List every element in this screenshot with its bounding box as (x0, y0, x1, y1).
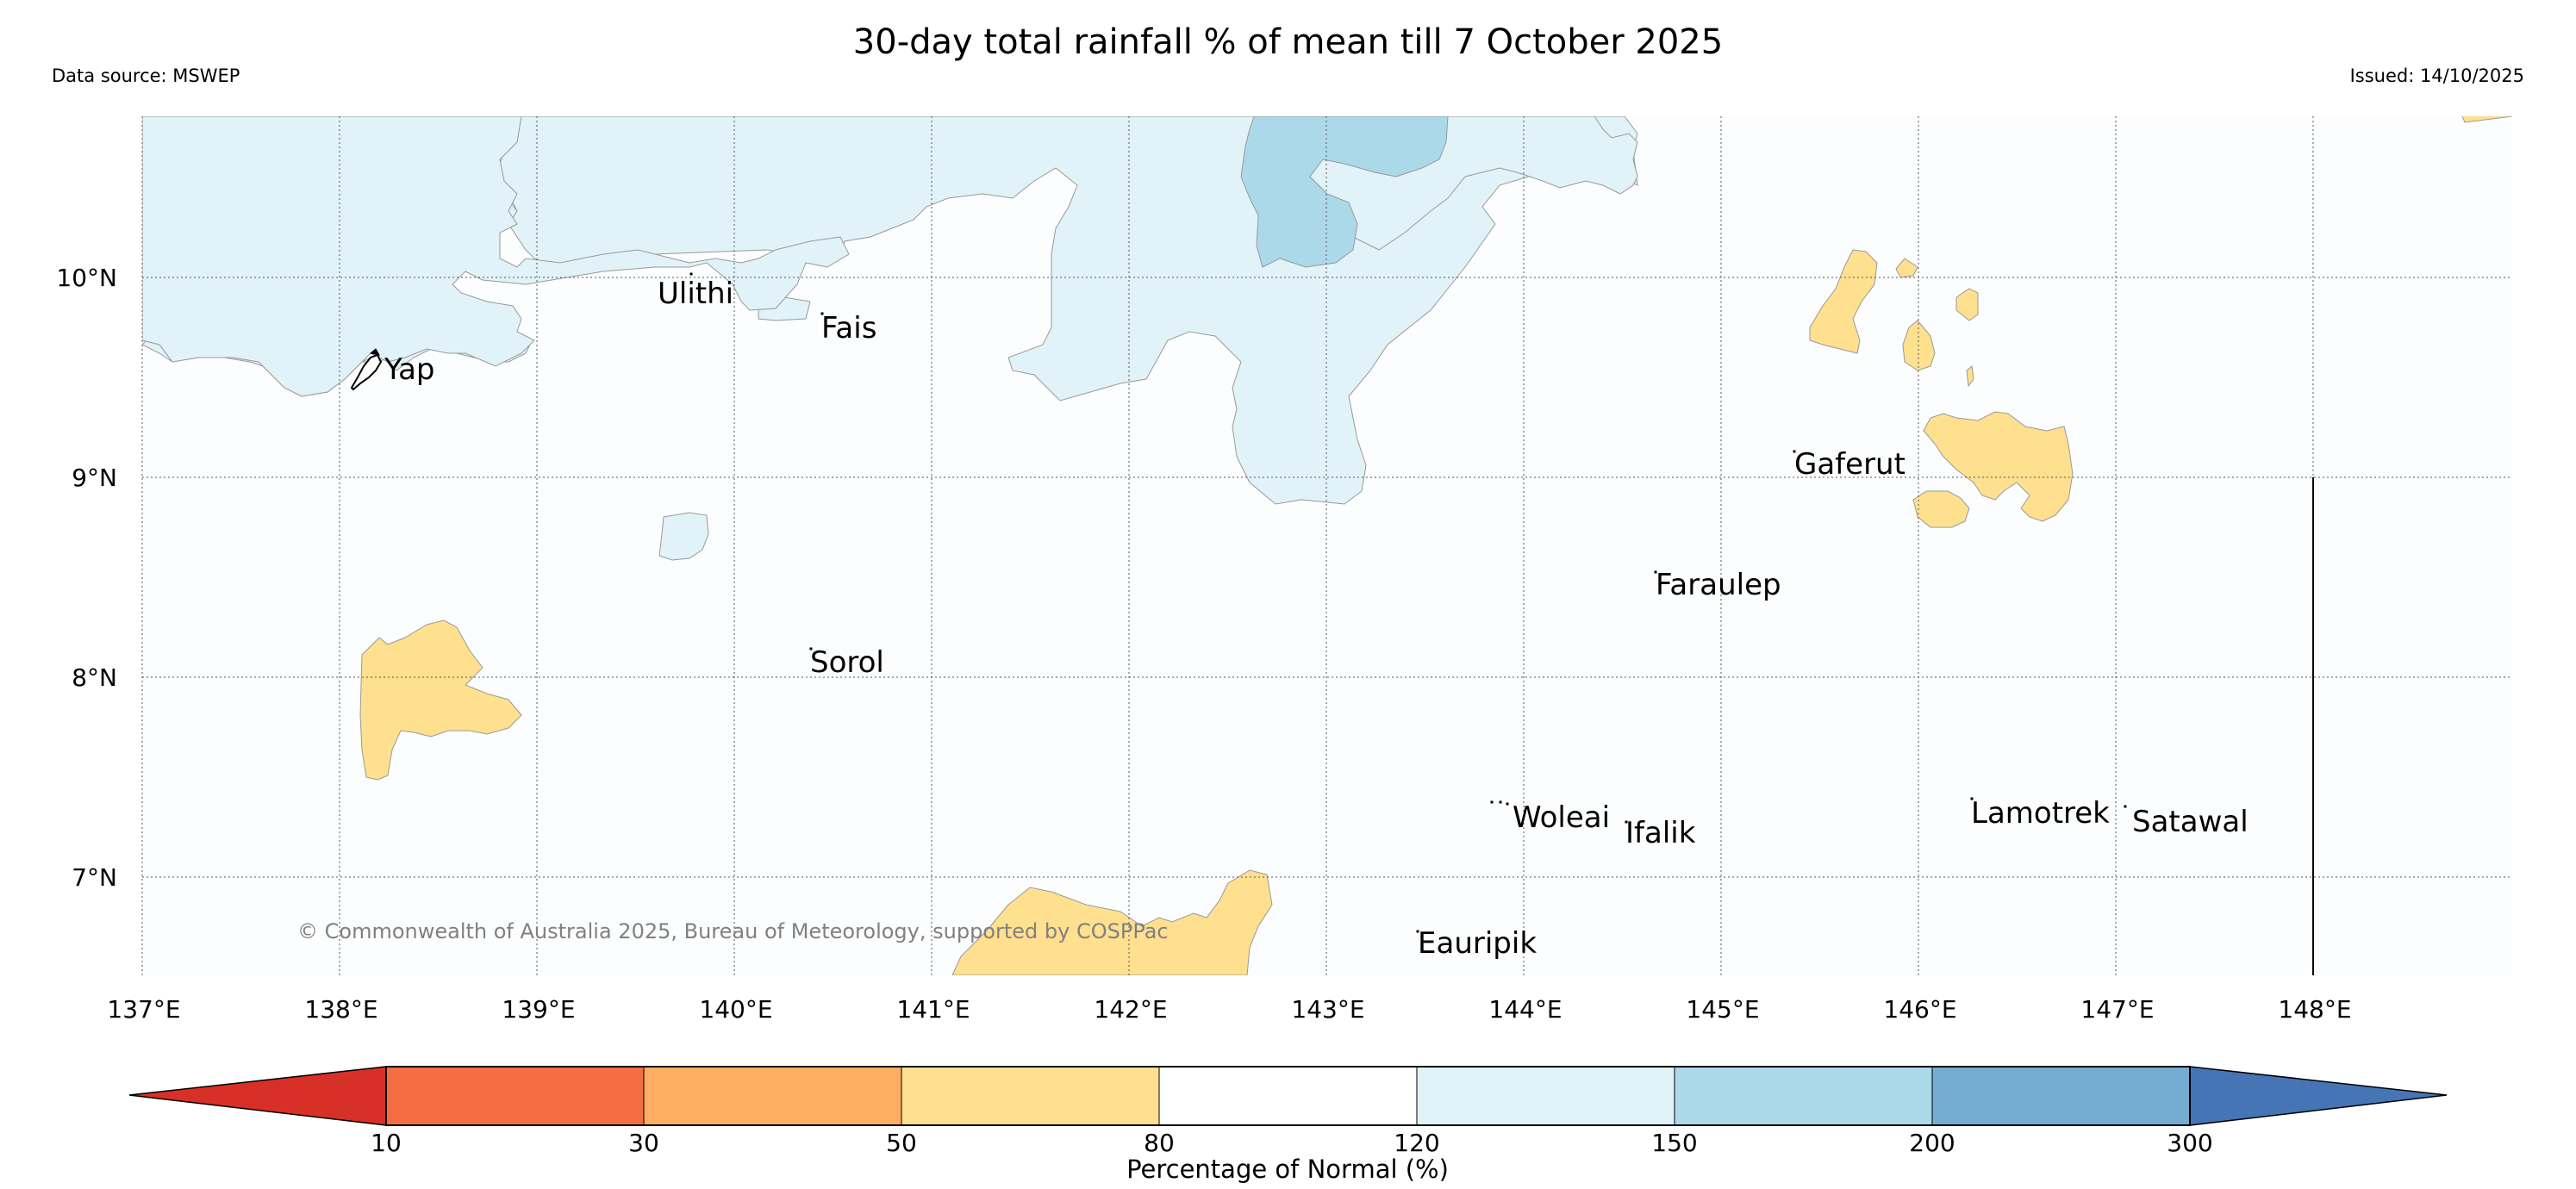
fais-marker (820, 312, 824, 315)
lat-label-8n: 8°N (72, 663, 117, 692)
place-label-fais: Fais (821, 311, 876, 345)
wet-region-small-island (658, 512, 709, 561)
colorbar-segment-120-150 (1416, 1066, 1675, 1126)
colorbar-segment-10-30 (385, 1066, 645, 1126)
issued-date-label: Issued: 14/10/2025 (2349, 65, 2524, 86)
lon-label-143e: 143°E (1291, 995, 1364, 1024)
place-label-woleai: Woleai (1513, 800, 1610, 835)
eauripik-marker (1416, 930, 1419, 933)
colorbar-title: Percentage of Normal (%) (1126, 1155, 1449, 1184)
place-label-yap: Yap (384, 352, 435, 387)
colorbar-tick-150: 150 (1651, 1129, 1697, 1157)
ulithi-marker (689, 272, 693, 276)
lon-label-140e: 140°E (699, 995, 772, 1024)
faraulep-marker (1654, 570, 1657, 574)
dry-region-east-2 (1895, 258, 1918, 278)
lon-label-147e: 147°E (2080, 995, 2154, 1024)
lon-label-145e: 145°E (1686, 995, 1759, 1024)
lamotrek-marker (1970, 797, 1974, 800)
woleai-marker-2 (1499, 800, 1502, 804)
place-label-ifalik: Ifalik (1625, 816, 1696, 850)
colorbar: 10 30 50 80 120 150 200 300 Percentage o… (128, 1066, 2448, 1184)
place-label-faraulep: Faraulep (1656, 568, 1781, 602)
place-label-satawal: Satawal (2132, 805, 2249, 839)
dry-region-west (359, 619, 522, 781)
yap-island-shape (350, 353, 383, 391)
wet-region-150-200 (1240, 116, 1449, 268)
lat-label-10n: 10°N (56, 264, 117, 292)
woleai-marker-3 (1506, 802, 1509, 806)
lat-label-9n: 9°N (72, 464, 117, 492)
lon-label-139e: 139°E (502, 995, 575, 1024)
colorbar-tick-10: 10 (371, 1129, 402, 1157)
lon-label-144e: 144°E (1488, 995, 1562, 1024)
sorol-marker (809, 647, 813, 651)
place-label-sorol: Sorol (810, 645, 884, 680)
lon-labels: 137°E 138°E 139°E 140°E 141°E 142°E 143°… (107, 995, 2351, 1024)
dry-region-east-7 (1912, 490, 1970, 528)
lat-label-7n: 7°N (72, 863, 117, 892)
colorbar-tick-120: 120 (1394, 1129, 1439, 1157)
satawal-marker (2124, 805, 2127, 808)
colorbar-segment-below-10 (128, 1066, 387, 1126)
yap-island-dot (369, 348, 380, 356)
woleai-marker-1 (1490, 800, 1494, 804)
lon-label-137e: 137°E (107, 995, 180, 1024)
dry-region-east-6 (1923, 411, 2074, 522)
place-label-lamotrek: Lamotrek (1971, 796, 2110, 831)
place-labels: Yap Ulithi Fais Gaferut Faraulep Sorol W… (384, 277, 2249, 961)
colorbar-segment-above-300 (2189, 1066, 2448, 1126)
lon-label-148e: 148°E (2278, 995, 2351, 1024)
ifalik-marker (1625, 820, 1628, 824)
colorbar-segment-50-80 (901, 1066, 1160, 1126)
lon-label-138e: 138°E (304, 995, 377, 1024)
copyright-notice: © Commonwealth of Australia 2025, Bureau… (297, 919, 1169, 943)
rainfall-shading (142, 116, 2512, 975)
dry-region-south (951, 869, 1273, 975)
colorbar-tick-300: 300 (2167, 1129, 2212, 1157)
data-source-label: Data source: MSWEP (52, 65, 240, 86)
place-label-eauripik: Eauripik (1418, 926, 1537, 961)
colorbar-outline (385, 1066, 2191, 1126)
lon-label-142e: 142°E (1094, 995, 1167, 1024)
lon-label-141e: 141°E (896, 995, 970, 1024)
place-label-gaferut: Gaferut (1794, 447, 1905, 482)
dry-region-east-5 (1966, 365, 1974, 388)
place-label-ulithi: Ulithi (658, 277, 733, 311)
dry-region-corner (2461, 116, 2512, 123)
colorbar-tick-50: 50 (886, 1129, 917, 1157)
map-title: 30-day total rainfall % of mean till 7 O… (852, 22, 1724, 62)
island-markers (350, 272, 2127, 933)
gaferut-marker (1793, 450, 1796, 453)
colorbar-tick-30: 30 (628, 1129, 659, 1157)
colorbar-tick-200: 200 (1909, 1129, 1955, 1157)
graticule (141, 116, 2512, 975)
lon-label-146e: 146°E (1883, 995, 1956, 1024)
colorbar-segment-30-50 (643, 1066, 902, 1126)
colorbar-segment-80-120 (1158, 1066, 1418, 1126)
colorbar-tick-80: 80 (1144, 1129, 1175, 1157)
dry-region-east-3 (1955, 288, 1979, 321)
colorbar-segment-200-300 (1931, 1066, 2191, 1126)
colorbar-segment-150-200 (1674, 1066, 1933, 1126)
